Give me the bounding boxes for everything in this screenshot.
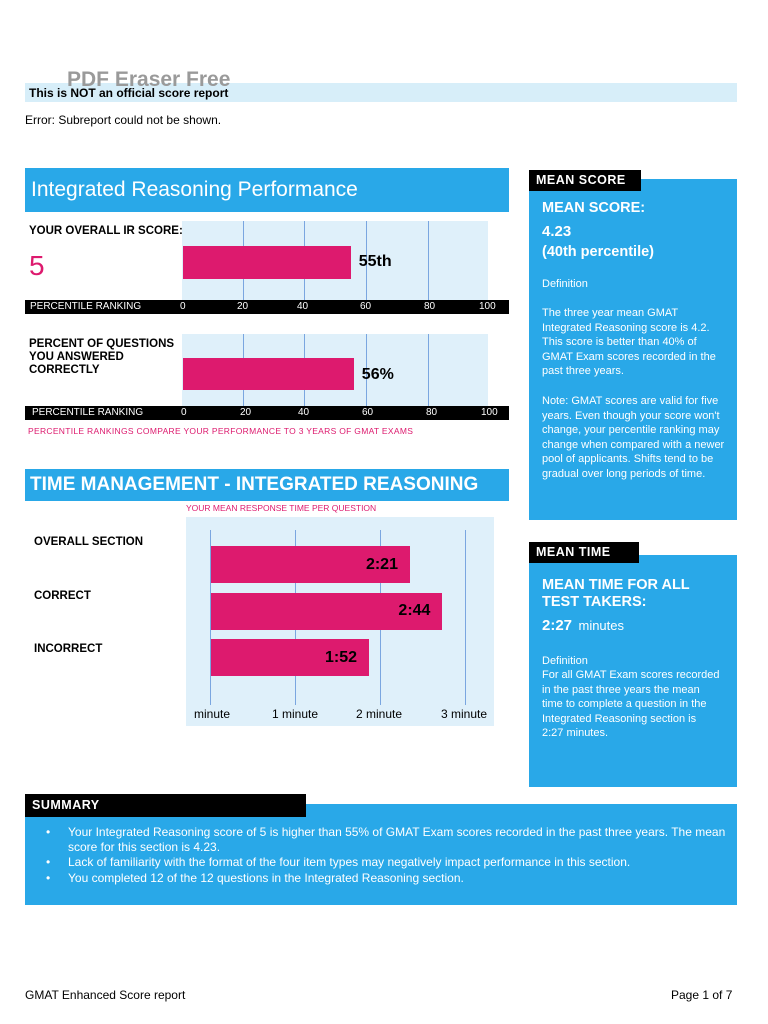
summary-text: You completed 12 of the 12 questions in …	[68, 870, 464, 885]
correct-time-bar	[211, 593, 443, 630]
correct-percent-bar	[183, 358, 354, 390]
score-percentile-label: 55th	[358, 253, 392, 270]
error-message: Error: Subreport could not be shown.	[25, 113, 222, 127]
time-axis-tick: 2 minute	[356, 707, 403, 721]
incorrect-label: INCORRECT	[34, 643, 103, 655]
summary-tag-label: SUMMARY	[32, 798, 100, 812]
mean-time-value: 2:27	[542, 617, 573, 634]
notice-banner	[25, 83, 737, 102]
summary-item: • Your Integrated Reasoning score of 5 i…	[46, 825, 730, 854]
mean-time-tag: MEAN TIME	[529, 542, 639, 563]
gridline	[366, 221, 367, 301]
axis-tick: 80	[426, 407, 438, 418]
axis-tick: 60	[360, 301, 372, 312]
mean-time-unit: minutes	[578, 618, 625, 633]
summary-list: • Your Integrated Reasoning score of 5 i…	[46, 825, 730, 885]
time-management-subtitle: YOUR MEAN RESPONSE TIME PER QUESTION	[186, 503, 377, 513]
percentile-note: PERCENTILE RANKINGS COMPARE YOUR PERFORM…	[28, 426, 414, 436]
correct-time-value: 2:44	[398, 602, 431, 619]
mean-score-heading: MEAN SCORE:	[542, 200, 646, 216]
axis-tick: 80	[424, 301, 436, 312]
summary-text: Lack of familiarity with the format of t…	[68, 855, 631, 869]
time-management-header	[25, 469, 509, 501]
percentile-ranking-label: PERCENTILE RANKING	[32, 407, 144, 418]
axis-tick: 0	[180, 301, 186, 312]
page-number: Page 1 of 7	[671, 988, 733, 1002]
mean-score-percentile: (40th percentile)	[542, 244, 654, 260]
overall-section-label: OVERALL SECTION	[34, 536, 144, 548]
score-percentile-bar	[183, 246, 351, 279]
summary-tag: SUMMARY	[25, 794, 306, 817]
gridline	[465, 530, 466, 705]
mean-time-tag-label: MEAN TIME	[536, 545, 611, 559]
summary-item: • You completed 12 of the 12 questions i…	[46, 871, 730, 886]
watermark: PDF Eraser Free	[67, 68, 231, 91]
axis-tick: 0	[181, 407, 187, 418]
ir-performance-header	[25, 168, 509, 212]
incorrect-time-value: 1:52	[325, 649, 358, 666]
mean-score-tag: MEAN SCORE	[529, 170, 641, 191]
mean-score-note: Note: GMAT scores are valid for five yea…	[542, 395, 725, 480]
mean-score-definition: The three year mean GMAT Integrated Reas…	[542, 307, 716, 377]
percentile-axis: PERCENTILE RANKING 0 20 40 60 80 100	[25, 300, 509, 314]
footer-title: GMAT Enhanced Score report	[25, 988, 186, 1002]
overall-time-value: 2:21	[365, 556, 398, 573]
ir-performance-title: Integrated Reasoning Performance	[31, 178, 358, 201]
mean-time-definition: For all GMAT Exam scores recorded in the…	[542, 669, 720, 739]
axis-tick: 40	[298, 407, 310, 418]
time-axis-tick: 1 minute	[272, 707, 319, 721]
axis-tick: 100	[479, 301, 496, 312]
correct-percent-value: 56%	[361, 366, 394, 383]
summary-text: Your Integrated Reasoning score of 5 is …	[68, 825, 726, 854]
percentile-ranking-label: PERCENTILE RANKING	[30, 301, 142, 312]
notice-text: This is NOT an official score report	[29, 86, 229, 100]
summary-item: • Lack of familiarity with the format of…	[46, 855, 730, 870]
mean-time-heading: MEAN TIME FOR ALL TEST TAKERS:	[542, 577, 690, 610]
axis-tick: 60	[362, 407, 374, 418]
mean-time-value-line: 2:27 minutes	[542, 617, 624, 635]
correct-percent-label: PERCENT OF QUESTIONS YOU ANSWERED CORREC…	[29, 338, 175, 376]
overall-score-value: 5	[29, 250, 45, 281]
mean-score-tag-label: MEAN SCORE	[536, 173, 626, 187]
axis-tick: 40	[297, 301, 309, 312]
gridline	[210, 530, 211, 705]
gridline	[428, 334, 429, 406]
bullet-icon: •	[46, 870, 51, 885]
mean-time-panel	[529, 555, 737, 787]
percentile-axis: PERCENTILE RANKING 0 20 40 60 80 100	[25, 406, 509, 420]
mean-score-value: 4.23	[542, 223, 572, 240]
correct-label: CORRECT	[34, 590, 91, 602]
mean-score-panel	[529, 179, 737, 520]
gridline	[428, 221, 429, 301]
overall-score-label: YOUR OVERALL IR SCORE:	[29, 225, 183, 237]
mean-time-definition-label: Definition	[542, 655, 588, 667]
time-management-title: TIME MANAGEMENT - INTEGRATED REASONING	[30, 474, 479, 495]
axis-tick: 100	[481, 407, 498, 418]
time-axis-tick: minute	[194, 707, 231, 721]
gridline	[366, 334, 367, 406]
summary-panel	[25, 804, 737, 905]
axis-tick: 20	[240, 407, 252, 418]
incorrect-time-bar	[211, 639, 370, 676]
bullet-icon: •	[46, 855, 51, 869]
axis-tick: 20	[237, 301, 249, 312]
overall-time-bar	[211, 546, 410, 583]
mean-score-definition-label: Definition	[542, 278, 588, 290]
bullet-icon: •	[46, 825, 51, 839]
time-axis-tick: 3 minute	[441, 707, 488, 721]
